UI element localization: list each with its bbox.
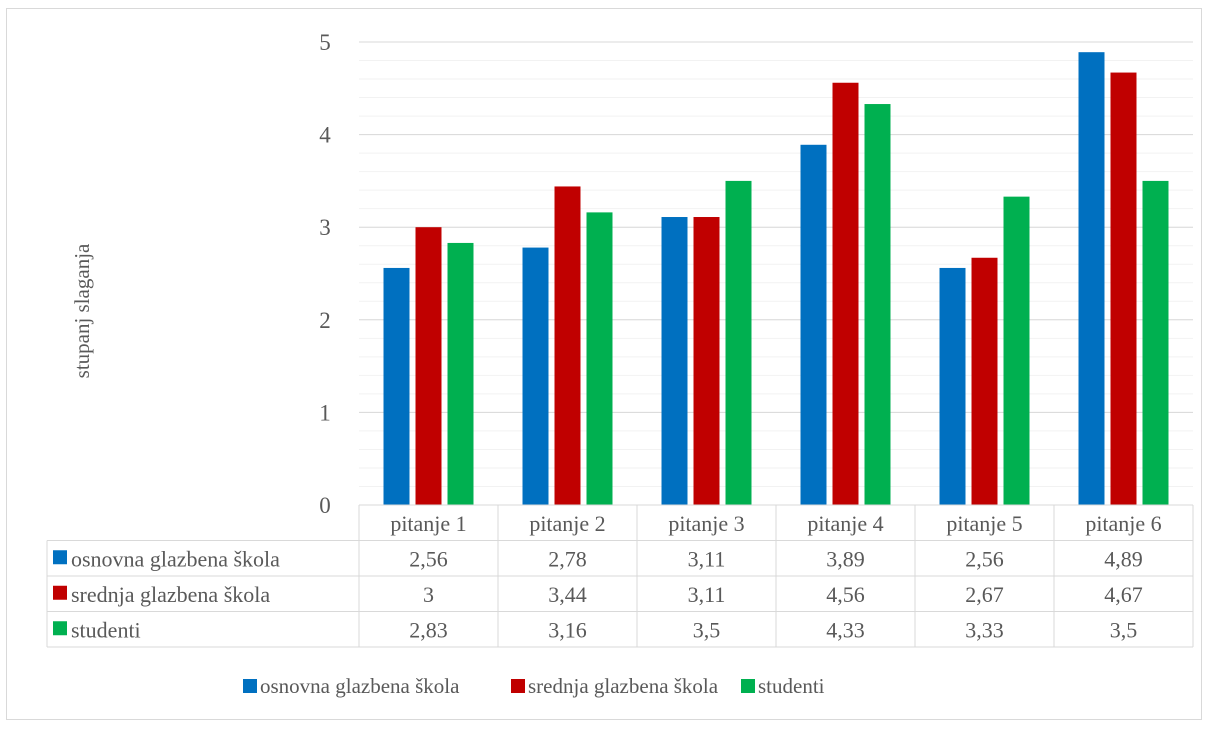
category-label: pitanje 6 [1085,511,1161,536]
y-axis-tick-labels: 0 1 2 3 4 5 [319,30,331,518]
legend: osnovna glazbena škola srednja glazbena š… [243,674,825,698]
bar [661,217,688,505]
table-cell-value: 4,89 [1104,546,1143,571]
table-cell-value: 2,56 [409,546,448,571]
category-label: pitanje 1 [390,511,466,536]
bar [939,267,966,505]
minor-gridlines [359,41,1193,506]
category-label: pitanje 5 [946,511,1022,536]
bar [447,242,474,505]
table-cell-value: 3,89 [826,546,865,571]
y-tick-label: 0 [319,493,331,518]
y-tick-label: 2 [319,308,331,333]
legend-label: studenti [758,674,825,698]
y-tick-label: 4 [319,123,331,148]
table-cell-value: 3,11 [688,582,726,607]
bar [1110,72,1137,506]
bar [1078,52,1105,505]
bar [971,257,998,505]
table-legend-key [53,550,67,565]
data-table: pitanje 1 pitanje 2 pitanje 3 pitanje 4 pita… [46,504,1194,648]
legend-label: srednja glazbena škola [528,674,719,698]
y-tick-label: 5 [319,30,331,55]
bar [586,212,613,505]
bar [522,247,549,505]
table-cell-value: 3,16 [548,617,587,642]
table-series-name: srednja glazbena škola [71,582,270,607]
bar [800,144,827,505]
bar [415,227,442,505]
bar [1142,180,1169,505]
category-label: pitanje 4 [807,511,883,536]
table-series-name: osnovna glazbena škola [71,546,280,571]
table-cell-value: 2,83 [409,617,448,642]
table-cell-value: 3,44 [548,582,587,607]
bar [725,180,752,505]
bars [383,52,1169,506]
bar [554,186,581,505]
bar [864,104,891,506]
table-legend-key [53,621,67,636]
y-tick-label: 1 [319,400,331,425]
table-cell-value: 4,56 [826,582,865,607]
bar [1003,196,1030,505]
table-legend-key [53,585,67,600]
table-cell-value: 3,11 [688,546,726,571]
table-cell-value: 2,78 [548,546,587,571]
table-series-name: studenti [71,617,141,642]
y-tick-label: 3 [319,215,331,240]
legend-label: osnovna glazbena škola [260,674,460,698]
table-cell-value: 3,5 [1110,617,1138,642]
table-cell-value: 4,67 [1104,582,1143,607]
bar [693,217,720,505]
legend-key [243,679,257,693]
table-cell-value: 3,5 [693,617,721,642]
category-label: pitanje 3 [668,511,744,536]
category-label: pitanje 2 [529,511,605,536]
table-cell-value: 2,56 [965,546,1004,571]
table-cell-value: 3 [423,582,434,607]
table-cell-value: 3,33 [965,617,1004,642]
bar [383,267,410,505]
bar [832,82,859,505]
legend-key [511,679,525,693]
major-gridlines [359,41,1193,506]
table-cell-value: 4,33 [826,617,865,642]
y-axis-label: stupanj slaganja [70,243,94,378]
table-cell-value: 2,67 [965,582,1004,607]
legend-key [741,679,755,693]
